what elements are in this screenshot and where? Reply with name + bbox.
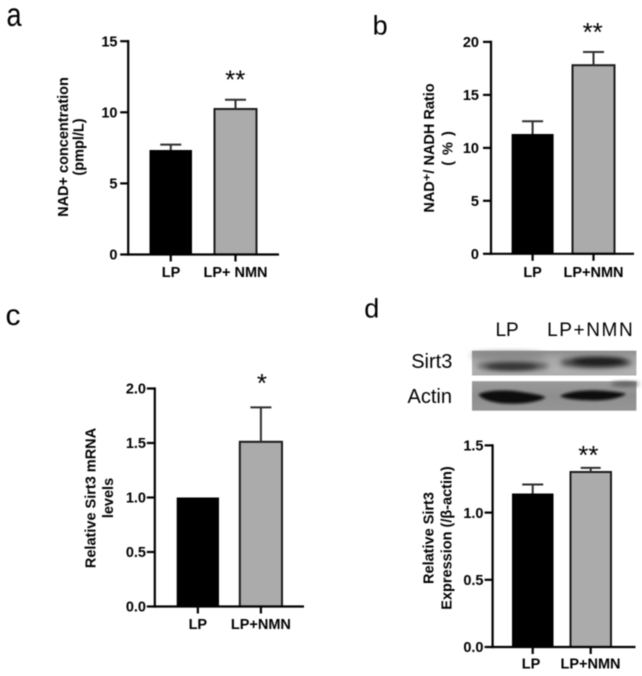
svg-text:NAD+ concentration: NAD+ concentration (56, 77, 72, 217)
svg-text:LP+ NMN: LP+ NMN (203, 265, 267, 281)
svg-text:1.5: 1.5 (463, 439, 483, 455)
svg-text:**: ** (578, 440, 598, 470)
svg-text:Relative Sirt3: Relative Sirt3 (422, 492, 438, 584)
svg-text:10: 10 (101, 106, 117, 122)
svg-text:LP+NMN: LP+NMN (563, 265, 623, 281)
svg-text:1.0: 1.0 (126, 491, 146, 507)
svg-text:15: 15 (463, 88, 479, 104)
svg-text:LP: LP (522, 657, 541, 673)
svg-text:LP: LP (189, 617, 208, 633)
svg-text:0: 0 (471, 247, 479, 263)
svg-text:0.0: 0.0 (126, 600, 146, 616)
svg-text:d: d (364, 293, 379, 323)
svg-text:5: 5 (471, 194, 479, 210)
svg-text:1.0: 1.0 (463, 506, 483, 522)
svg-text:20: 20 (463, 35, 479, 51)
svg-text:LP+NMN: LP+NMN (231, 617, 291, 633)
svg-text:**: ** (225, 65, 245, 95)
svg-text:0.5: 0.5 (463, 573, 483, 589)
svg-text:10: 10 (463, 141, 479, 157)
svg-text:LP: LP (523, 265, 542, 281)
svg-text:(pmpl/L): (pmpl/L) (72, 118, 88, 175)
svg-text:0.0: 0.0 (463, 640, 483, 656)
svg-text:( % ): ( % ) (440, 130, 456, 166)
svg-text:Expression (/β-actin): Expression (/β-actin) (439, 466, 455, 610)
svg-text:a: a (7, 0, 22, 34)
svg-text:Relative Sirt3 mRNA: Relative Sirt3 mRNA (84, 427, 100, 568)
svg-text:**: ** (583, 17, 603, 47)
svg-text:Actin: Actin (408, 386, 452, 408)
svg-text:2.0: 2.0 (126, 382, 146, 398)
svg-text:LP+NMN: LP+NMN (547, 320, 634, 341)
svg-text:*: * (257, 368, 267, 398)
svg-text:0.5: 0.5 (126, 545, 146, 561)
svg-text:b: b (373, 11, 388, 41)
svg-text:Sirt3: Sirt3 (411, 351, 452, 373)
svg-text:1.5: 1.5 (126, 436, 146, 452)
svg-text:c: c (6, 299, 21, 332)
svg-text:0: 0 (109, 248, 117, 264)
svg-text:5: 5 (109, 177, 117, 193)
svg-text:LP: LP (495, 320, 518, 341)
svg-text:15: 15 (101, 34, 117, 50)
svg-text:LP+NMN: LP+NMN (560, 657, 620, 673)
svg-text:levels: levels (101, 478, 117, 518)
svg-text:NAD⁺/ NADH Ratio: NAD⁺/ NADH Ratio (422, 83, 438, 212)
svg-text:LP: LP (162, 265, 181, 281)
